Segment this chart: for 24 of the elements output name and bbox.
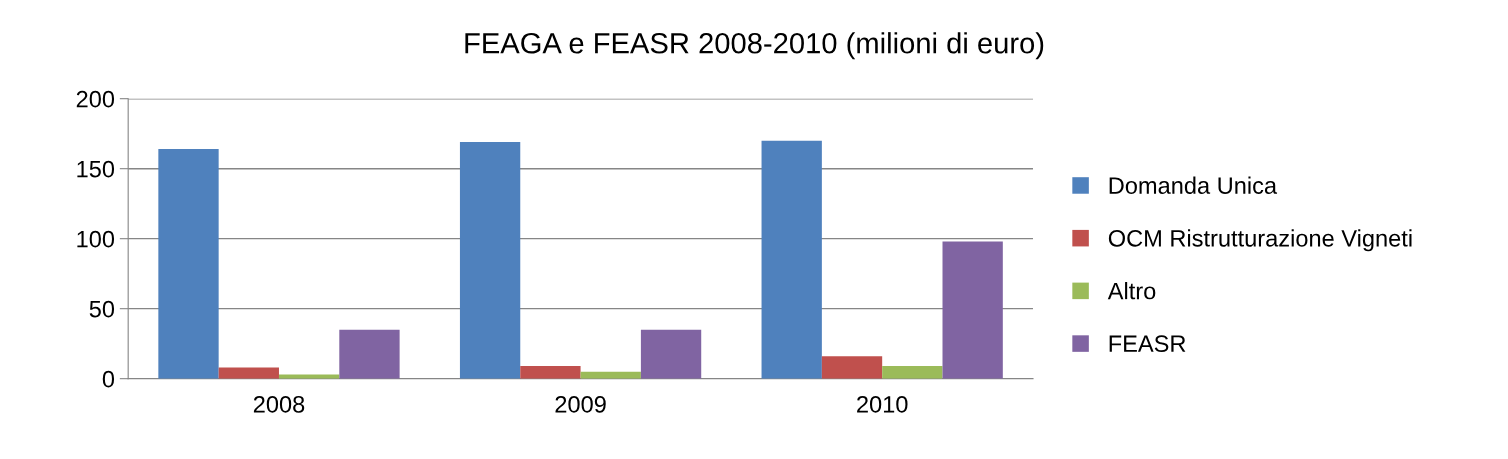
legend-label: FEASR	[1109, 335, 1186, 353]
bar	[339, 329, 400, 379]
bar	[761, 140, 822, 379]
y-tick-label: 100	[77, 230, 115, 248]
chart-title: FEAGA e FEASR 2008-2010 (milioni di euro)	[465, 32, 1044, 60]
x-tick-label: 2008	[253, 395, 305, 413]
bar	[459, 142, 521, 379]
bar	[882, 366, 943, 379]
legend-label: Domanda Unica	[1109, 176, 1278, 194]
x-tick-label: 2010	[857, 395, 908, 413]
bar	[278, 374, 340, 379]
bar	[158, 149, 219, 379]
y-tick-label: 200	[76, 90, 115, 108]
bar	[821, 356, 883, 379]
y-tick-label: 150	[77, 160, 115, 178]
bar	[218, 367, 279, 379]
bar	[520, 366, 581, 379]
y-tick-label: 50	[89, 300, 115, 318]
bar	[942, 241, 1003, 379]
x-tick-label: 2009	[555, 395, 606, 413]
y-tick-label: 0	[102, 370, 115, 388]
legend-label: Altro	[1107, 282, 1156, 300]
legend-label: OCM Ristrutturazione Vigneti	[1108, 229, 1412, 252]
bar	[640, 329, 702, 379]
